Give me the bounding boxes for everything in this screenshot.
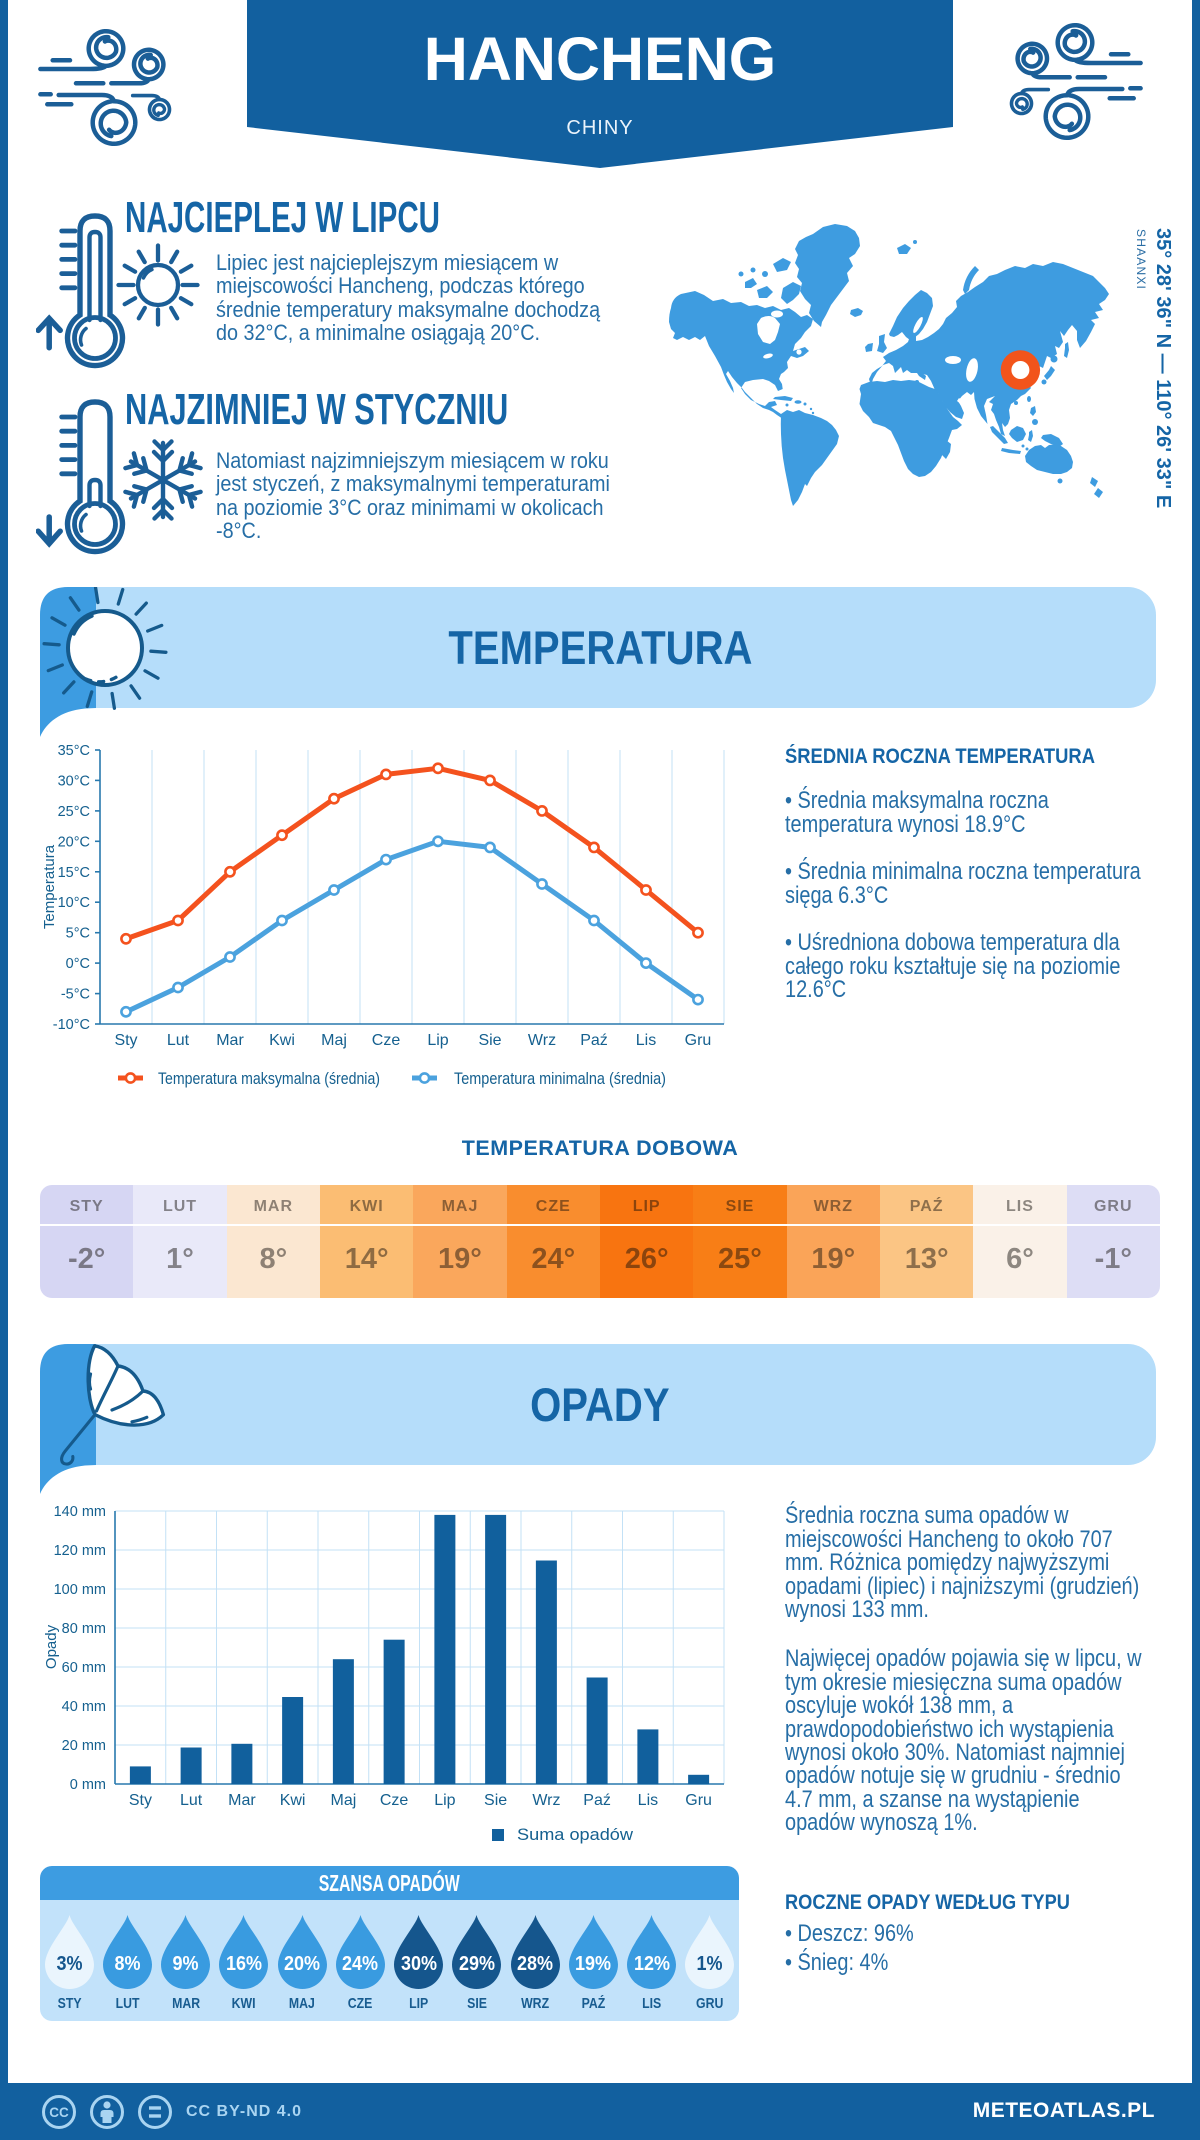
svg-text:Opady: Opady [43, 1624, 60, 1669]
svg-text:20°C: 20°C [58, 834, 90, 850]
svg-text:Maj: Maj [321, 1032, 347, 1049]
svg-text:100 mm: 100 mm [54, 1582, 106, 1598]
svg-text:Mar: Mar [228, 1792, 256, 1809]
svg-text:Kwi: Kwi [280, 1792, 306, 1809]
svg-text:Lis: Lis [638, 1792, 658, 1809]
svg-text:Lis: Lis [636, 1032, 656, 1049]
svg-text:Cze: Cze [372, 1032, 401, 1049]
svg-text:80 mm: 80 mm [62, 1621, 106, 1637]
svg-text:Lut: Lut [167, 1032, 190, 1049]
svg-text:Sty: Sty [129, 1792, 152, 1809]
svg-text:0°C: 0°C [66, 956, 90, 972]
svg-text:Wrz: Wrz [528, 1032, 556, 1049]
svg-text:Cze: Cze [380, 1792, 409, 1809]
svg-text:20 mm: 20 mm [62, 1738, 106, 1754]
svg-text:Paź: Paź [580, 1032, 608, 1049]
svg-text:Temperatura maksymalna (średni: Temperatura maksymalna (średnia) [158, 1069, 380, 1088]
svg-text:40 mm: 40 mm [62, 1699, 106, 1715]
svg-text:60 mm: 60 mm [62, 1660, 106, 1676]
svg-text:Mar: Mar [216, 1032, 244, 1049]
svg-text:30°C: 30°C [58, 773, 90, 789]
svg-text:Sie: Sie [478, 1032, 501, 1049]
svg-text:Temperatura minimalna (średnia: Temperatura minimalna (średnia) [454, 1069, 666, 1088]
svg-text:Paź: Paź [583, 1792, 611, 1809]
svg-text:Kwi: Kwi [269, 1032, 295, 1049]
svg-text:140 mm: 140 mm [54, 1504, 106, 1520]
svg-text:CC: CC [49, 2105, 69, 2120]
svg-text:Temperatura: Temperatura [41, 844, 58, 929]
svg-text:35°C: 35°C [58, 743, 90, 759]
svg-text:Wrz: Wrz [532, 1792, 560, 1809]
svg-text:Maj: Maj [331, 1792, 357, 1809]
svg-text:Suma opadów: Suma opadów [517, 1825, 634, 1844]
svg-text:Sie: Sie [484, 1792, 507, 1809]
svg-text:15°C: 15°C [58, 865, 90, 881]
svg-text:-10°C: -10°C [53, 1017, 90, 1033]
svg-text:10°C: 10°C [58, 895, 90, 911]
svg-text:25°C: 25°C [58, 804, 90, 820]
svg-text:Lut: Lut [180, 1792, 203, 1809]
svg-text:5°C: 5°C [66, 926, 90, 942]
svg-text:Sty: Sty [114, 1032, 137, 1049]
svg-text:Gru: Gru [685, 1032, 712, 1049]
svg-text:0 mm: 0 mm [70, 1777, 106, 1793]
svg-text:-5°C: -5°C [61, 987, 90, 1003]
svg-text:Lip: Lip [427, 1032, 448, 1049]
svg-text:Lip: Lip [434, 1792, 455, 1809]
svg-text:Gru: Gru [685, 1792, 712, 1809]
svg-text:120 mm: 120 mm [54, 1543, 106, 1559]
